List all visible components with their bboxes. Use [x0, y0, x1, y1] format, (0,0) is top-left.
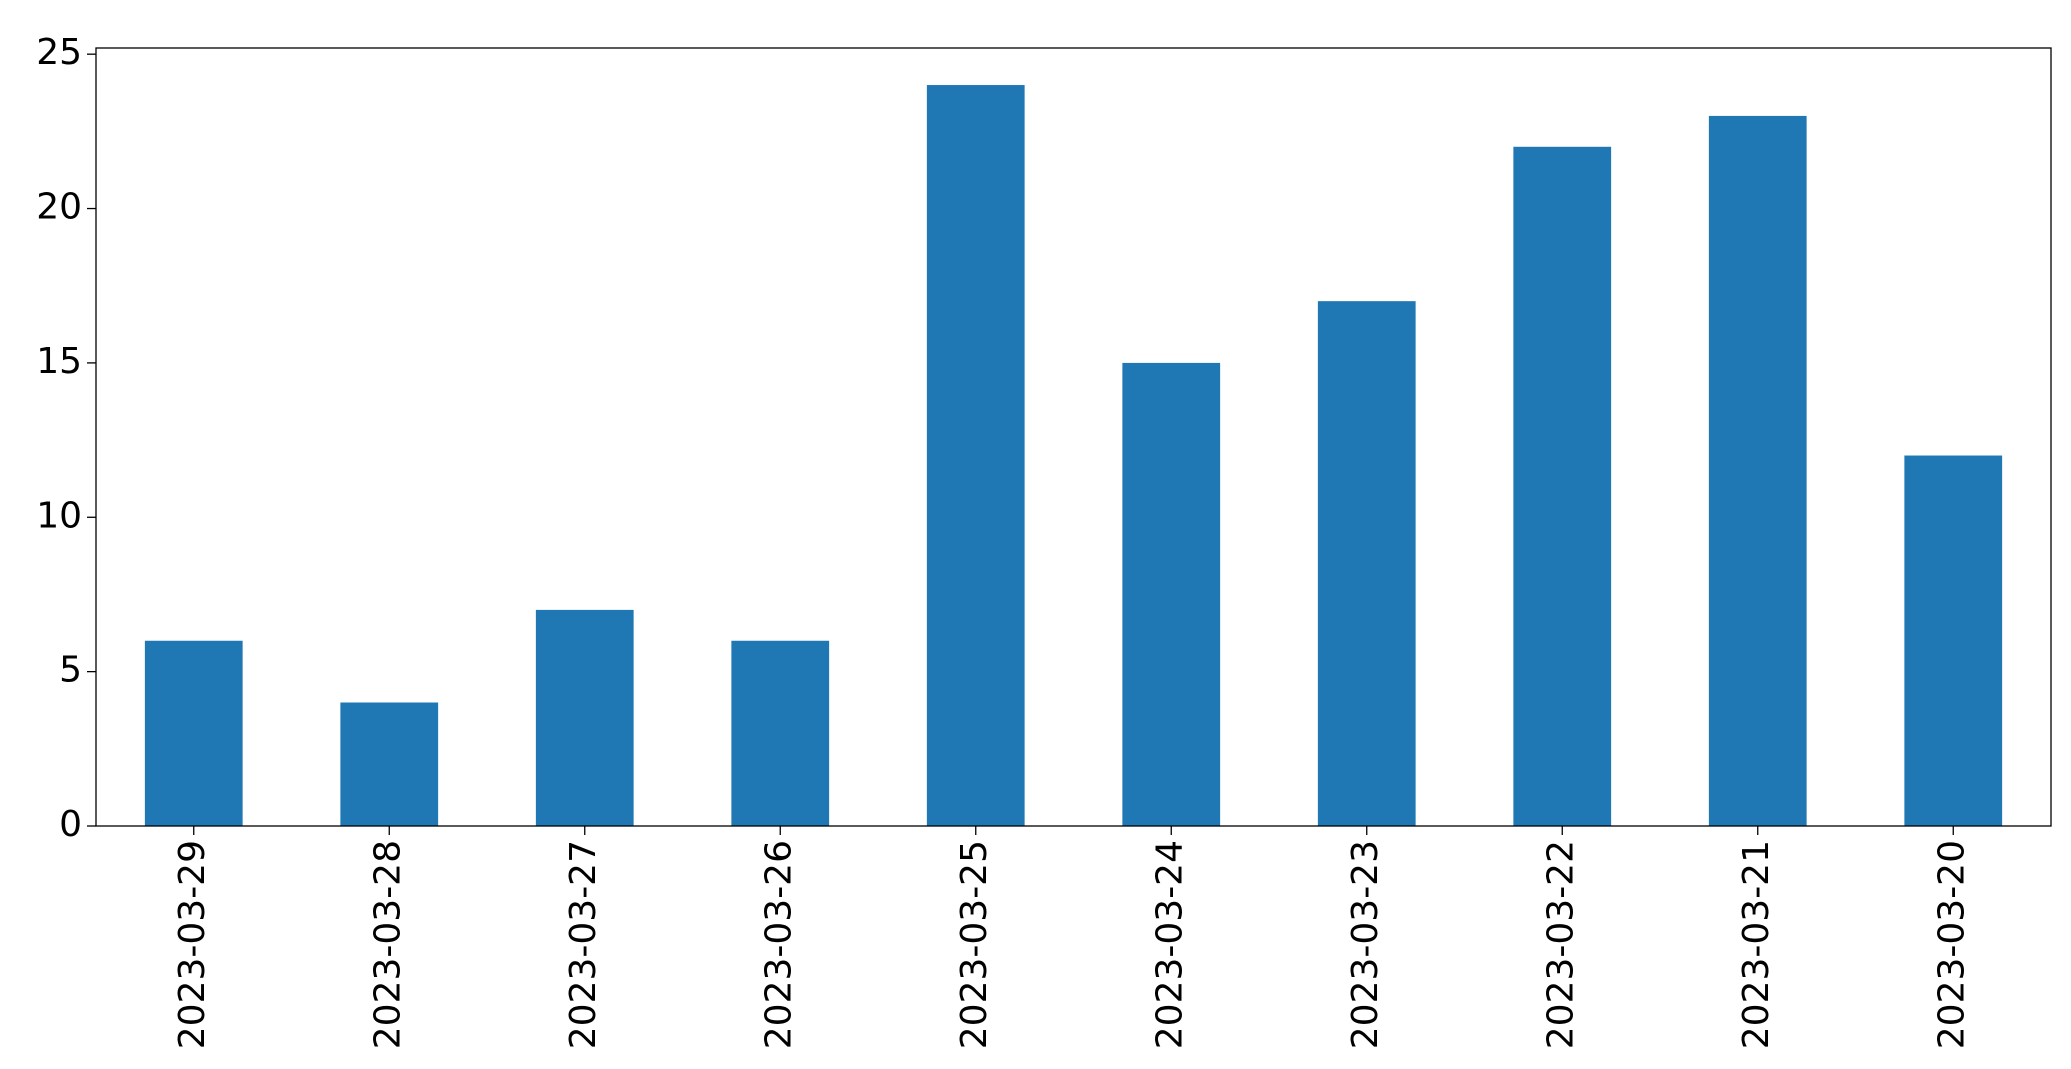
bar: [1708, 115, 1807, 826]
y-tick-label: 25: [36, 32, 82, 73]
bar: [144, 640, 243, 826]
bar: [1904, 455, 2003, 826]
x-tick-label: 2023-03-25: [954, 840, 995, 1049]
x-tick-label: 2023-03-28: [367, 840, 408, 1049]
bar: [340, 702, 439, 826]
y-tick-label: 10: [36, 495, 82, 536]
plot-frame: [95, 47, 2052, 827]
x-tick-label: 2023-03-21: [1736, 840, 1777, 1049]
y-tick-label: 15: [36, 341, 82, 382]
bar: [1513, 146, 1612, 827]
x-tick-label: 2023-03-29: [172, 840, 213, 1049]
x-tick-label: 2023-03-24: [1149, 840, 1190, 1049]
y-tick-label: 20: [36, 187, 82, 228]
bar: [535, 609, 634, 826]
x-tick-label: 2023-03-27: [563, 840, 604, 1049]
y-tick-label: 0: [59, 804, 82, 845]
bar: [1122, 362, 1221, 826]
x-tick-label: 2023-03-20: [1931, 840, 1972, 1049]
bar: [1317, 301, 1416, 827]
bar: [731, 640, 830, 826]
y-tick-label: 5: [59, 650, 82, 691]
bar: [926, 85, 1025, 827]
x-tick-label: 2023-03-23: [1345, 840, 1386, 1049]
x-tick-label: 2023-03-22: [1540, 840, 1581, 1049]
x-tick-label: 2023-03-26: [758, 840, 799, 1049]
